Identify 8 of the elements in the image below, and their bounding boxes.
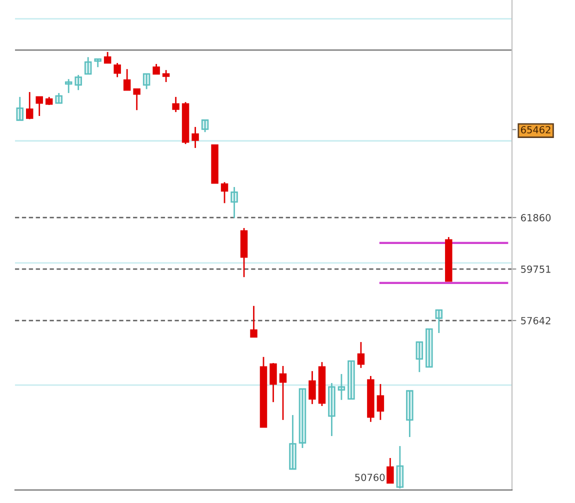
candlestick [211, 144, 218, 184]
y-tick-label: 65462 [521, 126, 550, 134]
annotation: 50760 [355, 474, 385, 482]
y-tick-label: 57642 [521, 316, 550, 324]
y-tick-label: 59751 [521, 266, 550, 273]
candlestick [426, 328, 433, 368]
y-tick-label: 61860 [521, 214, 551, 222]
candlestick [348, 360, 355, 400]
